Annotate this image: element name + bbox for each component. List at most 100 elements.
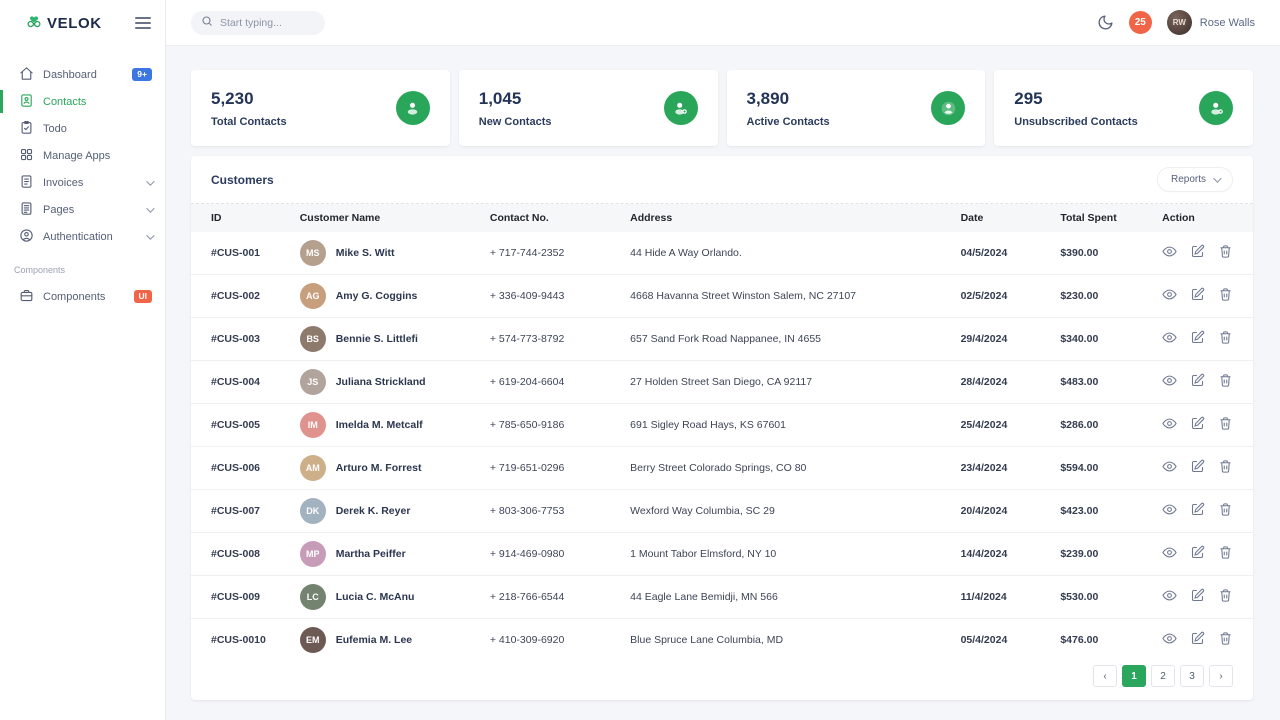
search-input[interactable]: [220, 16, 315, 29]
cell-date: 23/4/2024: [950, 446, 1051, 490]
search-bar[interactable]: [191, 10, 325, 35]
delete-icon[interactable]: [1218, 287, 1233, 305]
table-row[interactable]: #CUS-005 IM Imelda M. Metcalf + 785-650-…: [191, 403, 1253, 447]
edit-icon[interactable]: [1190, 459, 1205, 477]
cell-phone: + 719-651-0296: [479, 446, 621, 490]
delete-icon[interactable]: [1218, 459, 1233, 477]
reports-dropdown-button[interactable]: Reports: [1156, 167, 1233, 192]
table-row[interactable]: #CUS-009 LC Lucia C. McAnu + 218-766-654…: [191, 575, 1253, 619]
stat-card-active-contacts: 3,890 Active Contacts: [726, 70, 986, 146]
search-icon: [201, 14, 213, 32]
cell-name: IM Imelda M. Metcalf: [289, 403, 480, 447]
pagination-next[interactable]: ›: [1209, 665, 1233, 687]
edit-icon[interactable]: [1190, 631, 1205, 649]
view-icon[interactable]: [1162, 287, 1177, 305]
delete-icon[interactable]: [1218, 502, 1233, 520]
delete-icon[interactable]: [1218, 631, 1233, 649]
cell-phone: + 717-744-2352: [489, 247, 565, 259]
invoice-icon: [19, 174, 34, 192]
view-icon[interactable]: [1162, 502, 1177, 520]
edit-icon[interactable]: [1190, 244, 1205, 262]
edit-icon[interactable]: [1190, 373, 1205, 391]
brand-logo[interactable]: VELOK: [25, 12, 102, 35]
view-icon[interactable]: [1162, 244, 1177, 262]
cell-date: 25/4/2024: [950, 403, 1051, 447]
apps-icon: [19, 147, 34, 165]
edit-icon[interactable]: [1190, 330, 1205, 348]
customers-card: Customers Reports ID Customer Name Contact…: [191, 156, 1253, 700]
edit-icon[interactable]: [1190, 287, 1205, 305]
pagination-page-2[interactable]: 2: [1151, 665, 1175, 687]
nav-badge: 9+: [132, 68, 152, 81]
notification-badge[interactable]: 25: [1128, 11, 1152, 34]
cell-total: $423.00: [1050, 489, 1153, 533]
cell-id: #CUS-005: [191, 403, 290, 447]
chevron-down-icon: [146, 230, 155, 240]
table-row[interactable]: #CUS-002 AG Amy G. Coggins + 336-409-944…: [191, 274, 1253, 318]
cell-id: #CUS-002: [191, 274, 290, 318]
view-icon[interactable]: [1162, 631, 1177, 649]
sidebar-item-invoices[interactable]: Invoices: [0, 169, 165, 196]
cell-actions: [1152, 446, 1253, 490]
table-row[interactable]: #CUS-006 AM Arturo M. Forrest + 719-651-…: [191, 446, 1253, 490]
divider: [191, 203, 1253, 204]
avatar: BS: [299, 326, 326, 352]
sidebar-item-dashboard[interactable]: Dashboard 9+: [0, 61, 165, 88]
delete-icon[interactable]: [1218, 416, 1233, 434]
cell-actions: [1152, 618, 1253, 661]
dark-mode-toggle-icon[interactable]: [1097, 14, 1114, 31]
edit-icon[interactable]: [1190, 545, 1205, 563]
delete-icon[interactable]: [1218, 244, 1233, 262]
column-header-id: ID: [191, 204, 290, 232]
table-row[interactable]: #CUS-008 MP Martha Peiffer + 914-469-098…: [191, 532, 1253, 576]
view-icon[interactable]: [1162, 373, 1177, 391]
user-menu[interactable]: RW Rose Walls: [1166, 10, 1255, 35]
pagination-page-3[interactable]: 3: [1180, 665, 1204, 687]
table-row[interactable]: #CUS-003 BS Bennie S. Littlefi + 574-773…: [191, 317, 1253, 361]
view-icon[interactable]: [1162, 330, 1177, 348]
table-row[interactable]: #CUS-001 MS Mike S. Witt + 717-744-2352 …: [191, 232, 1253, 275]
cell-total: $476.00: [1050, 618, 1153, 661]
sidebar-item-manage-apps[interactable]: Manage Apps: [0, 142, 165, 169]
sidebar-item-authentication[interactable]: Authentication: [0, 223, 165, 250]
cell-actions: [1152, 532, 1253, 576]
cell-address: 691 Sigley Road Hays, KS 67601: [620, 403, 951, 447]
pagination-page-1[interactable]: 1: [1122, 665, 1146, 687]
sidebar-item-todo[interactable]: Todo: [0, 115, 165, 142]
cell-address: 1 Mount Tabor Elmsford, NY 10: [620, 532, 951, 576]
cell-address: 657 Sand Fork Road Nappanee, IN 4655: [620, 317, 951, 361]
sidebar-item-pages[interactable]: Pages: [0, 196, 165, 223]
cell-actions: [1152, 489, 1253, 533]
hamburger-menu-icon[interactable]: [135, 17, 151, 29]
avatar: LC: [299, 584, 326, 610]
table-row[interactable]: #CUS-007 DK Derek K. Reyer + 803-306-775…: [191, 489, 1253, 533]
cell-date: 28/4/2024: [950, 360, 1051, 404]
column-header-action: Action: [1152, 204, 1253, 232]
view-icon[interactable]: [1162, 416, 1177, 434]
table-row[interactable]: #CUS-004 JS Juliana Strickland + 619-204…: [191, 360, 1253, 404]
sidebar-item-contacts[interactable]: Contacts: [0, 88, 165, 115]
delete-icon[interactable]: [1218, 330, 1233, 348]
cell-phone: + 619-204-6604: [479, 360, 621, 404]
edit-icon[interactable]: [1190, 502, 1205, 520]
view-icon[interactable]: [1162, 545, 1177, 563]
contacts-icon: [19, 93, 34, 111]
delete-icon[interactable]: [1218, 545, 1233, 563]
delete-icon[interactable]: [1218, 588, 1233, 606]
cell-total: $530.00: [1050, 575, 1153, 619]
edit-icon[interactable]: [1190, 416, 1205, 434]
table-header-row: ID Customer Name Contact No. Address Date Tot…: [191, 204, 1253, 232]
edit-icon[interactable]: [1190, 588, 1205, 606]
cell-phone: + 803-306-7753: [479, 489, 621, 533]
sidebar-item-components[interactable]: Components UI: [0, 283, 165, 310]
cell-actions: [1152, 575, 1253, 619]
pagination-prev[interactable]: ‹: [1093, 665, 1117, 687]
view-icon[interactable]: [1162, 588, 1177, 606]
view-icon[interactable]: [1162, 459, 1177, 477]
brand-logo-icon: [25, 12, 43, 35]
table-row[interactable]: #CUS-0010 EM Eufemia M. Lee + 410-309-69…: [191, 618, 1253, 661]
cell-total: $286.00: [1050, 403, 1153, 447]
avatar: EM: [299, 627, 326, 653]
delete-icon[interactable]: [1218, 373, 1233, 391]
cell-id: #CUS-009: [191, 575, 290, 619]
